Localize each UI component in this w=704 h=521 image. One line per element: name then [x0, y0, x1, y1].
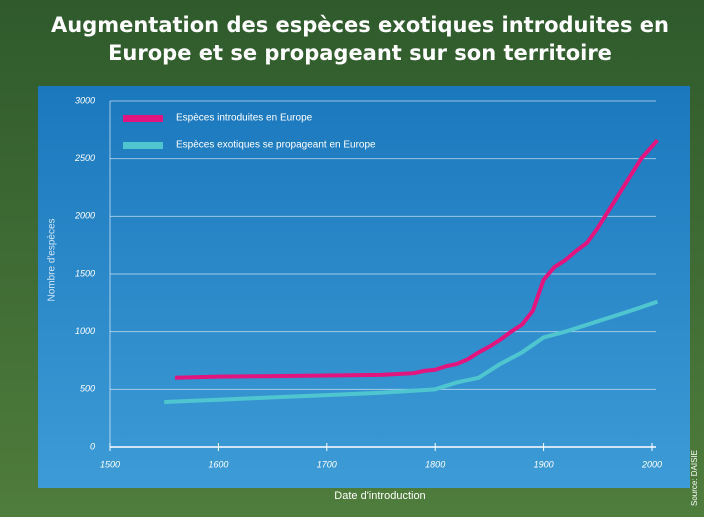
x-tick-label: 2000 — [641, 459, 662, 469]
legend-label: Espèces exotiques se propageant en Europ… — [176, 140, 376, 151]
y-tick-label: 2500 — [74, 153, 95, 163]
series-line — [174, 138, 659, 380]
y-tick-label: 1000 — [75, 326, 95, 336]
chart-title: Augmentation des espèces exotiques intro… — [51, 13, 669, 37]
legend-label: Espèces introduites en Europe — [176, 113, 313, 124]
x-tick-label: 1900 — [534, 459, 554, 469]
y-tick-label: 500 — [80, 384, 95, 394]
plot-panel — [38, 86, 690, 488]
legend-swatch — [123, 142, 163, 149]
x-axis-label: Date d'introduction — [334, 490, 425, 502]
y-tick-label: 1500 — [75, 268, 95, 278]
y-tick-label: 2000 — [74, 211, 95, 221]
x-tick-label: 1800 — [425, 459, 445, 469]
source: Source: DAISIE — [690, 450, 699, 506]
x-tick-label: 1700 — [317, 459, 337, 469]
chart-title: Europe et se propageant sur son territoi… — [108, 41, 612, 65]
y-tick-label: 3000 — [75, 95, 95, 105]
y-tick-label: 0 — [90, 441, 95, 451]
y-axis-label: Nombre d'espèces — [47, 218, 58, 301]
series-line — [164, 299, 659, 405]
legend-swatch — [123, 115, 163, 122]
x-tick-label: 1500 — [100, 459, 120, 469]
x-tick-label: 1600 — [208, 459, 228, 469]
